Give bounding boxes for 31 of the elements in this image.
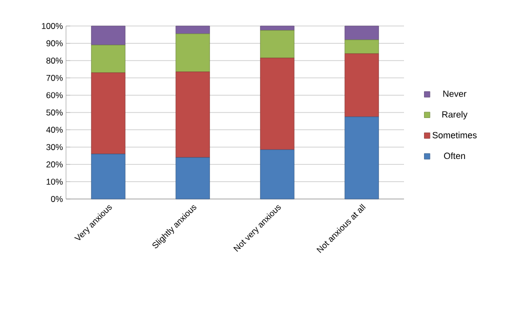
bar xyxy=(176,26,210,34)
bar xyxy=(344,26,379,40)
bar xyxy=(91,72,126,154)
bar xyxy=(344,40,379,54)
bar xyxy=(260,149,294,200)
y-tick-label: 70% xyxy=(46,74,63,81)
bar xyxy=(176,157,210,200)
legend-label: Never xyxy=(443,90,466,97)
bar xyxy=(344,53,379,118)
y-tick-label: 100% xyxy=(42,23,63,29)
bar xyxy=(91,26,126,46)
bar xyxy=(260,26,294,31)
bar xyxy=(91,44,126,73)
bar xyxy=(91,154,126,200)
y-tick-label: 10% xyxy=(46,178,63,185)
y-tick-label: 20% xyxy=(46,161,63,168)
legend-label: Sometimes xyxy=(432,132,477,138)
y-tick-label: 80% xyxy=(46,58,63,64)
y-tick-label: 90% xyxy=(46,40,63,46)
bar xyxy=(344,116,379,200)
y-tick-label: 30% xyxy=(46,144,63,150)
bar xyxy=(176,34,210,72)
y-tick-label: 50% xyxy=(46,110,63,116)
legend-label: Often xyxy=(444,152,465,160)
y-tick-label: 60% xyxy=(46,92,63,98)
bar xyxy=(260,58,294,150)
y-tick-label: 40% xyxy=(46,126,63,133)
legend-label: Rarely xyxy=(442,111,468,120)
y-tick-label: 0% xyxy=(51,196,63,202)
bar xyxy=(176,72,210,158)
bar xyxy=(260,30,294,58)
